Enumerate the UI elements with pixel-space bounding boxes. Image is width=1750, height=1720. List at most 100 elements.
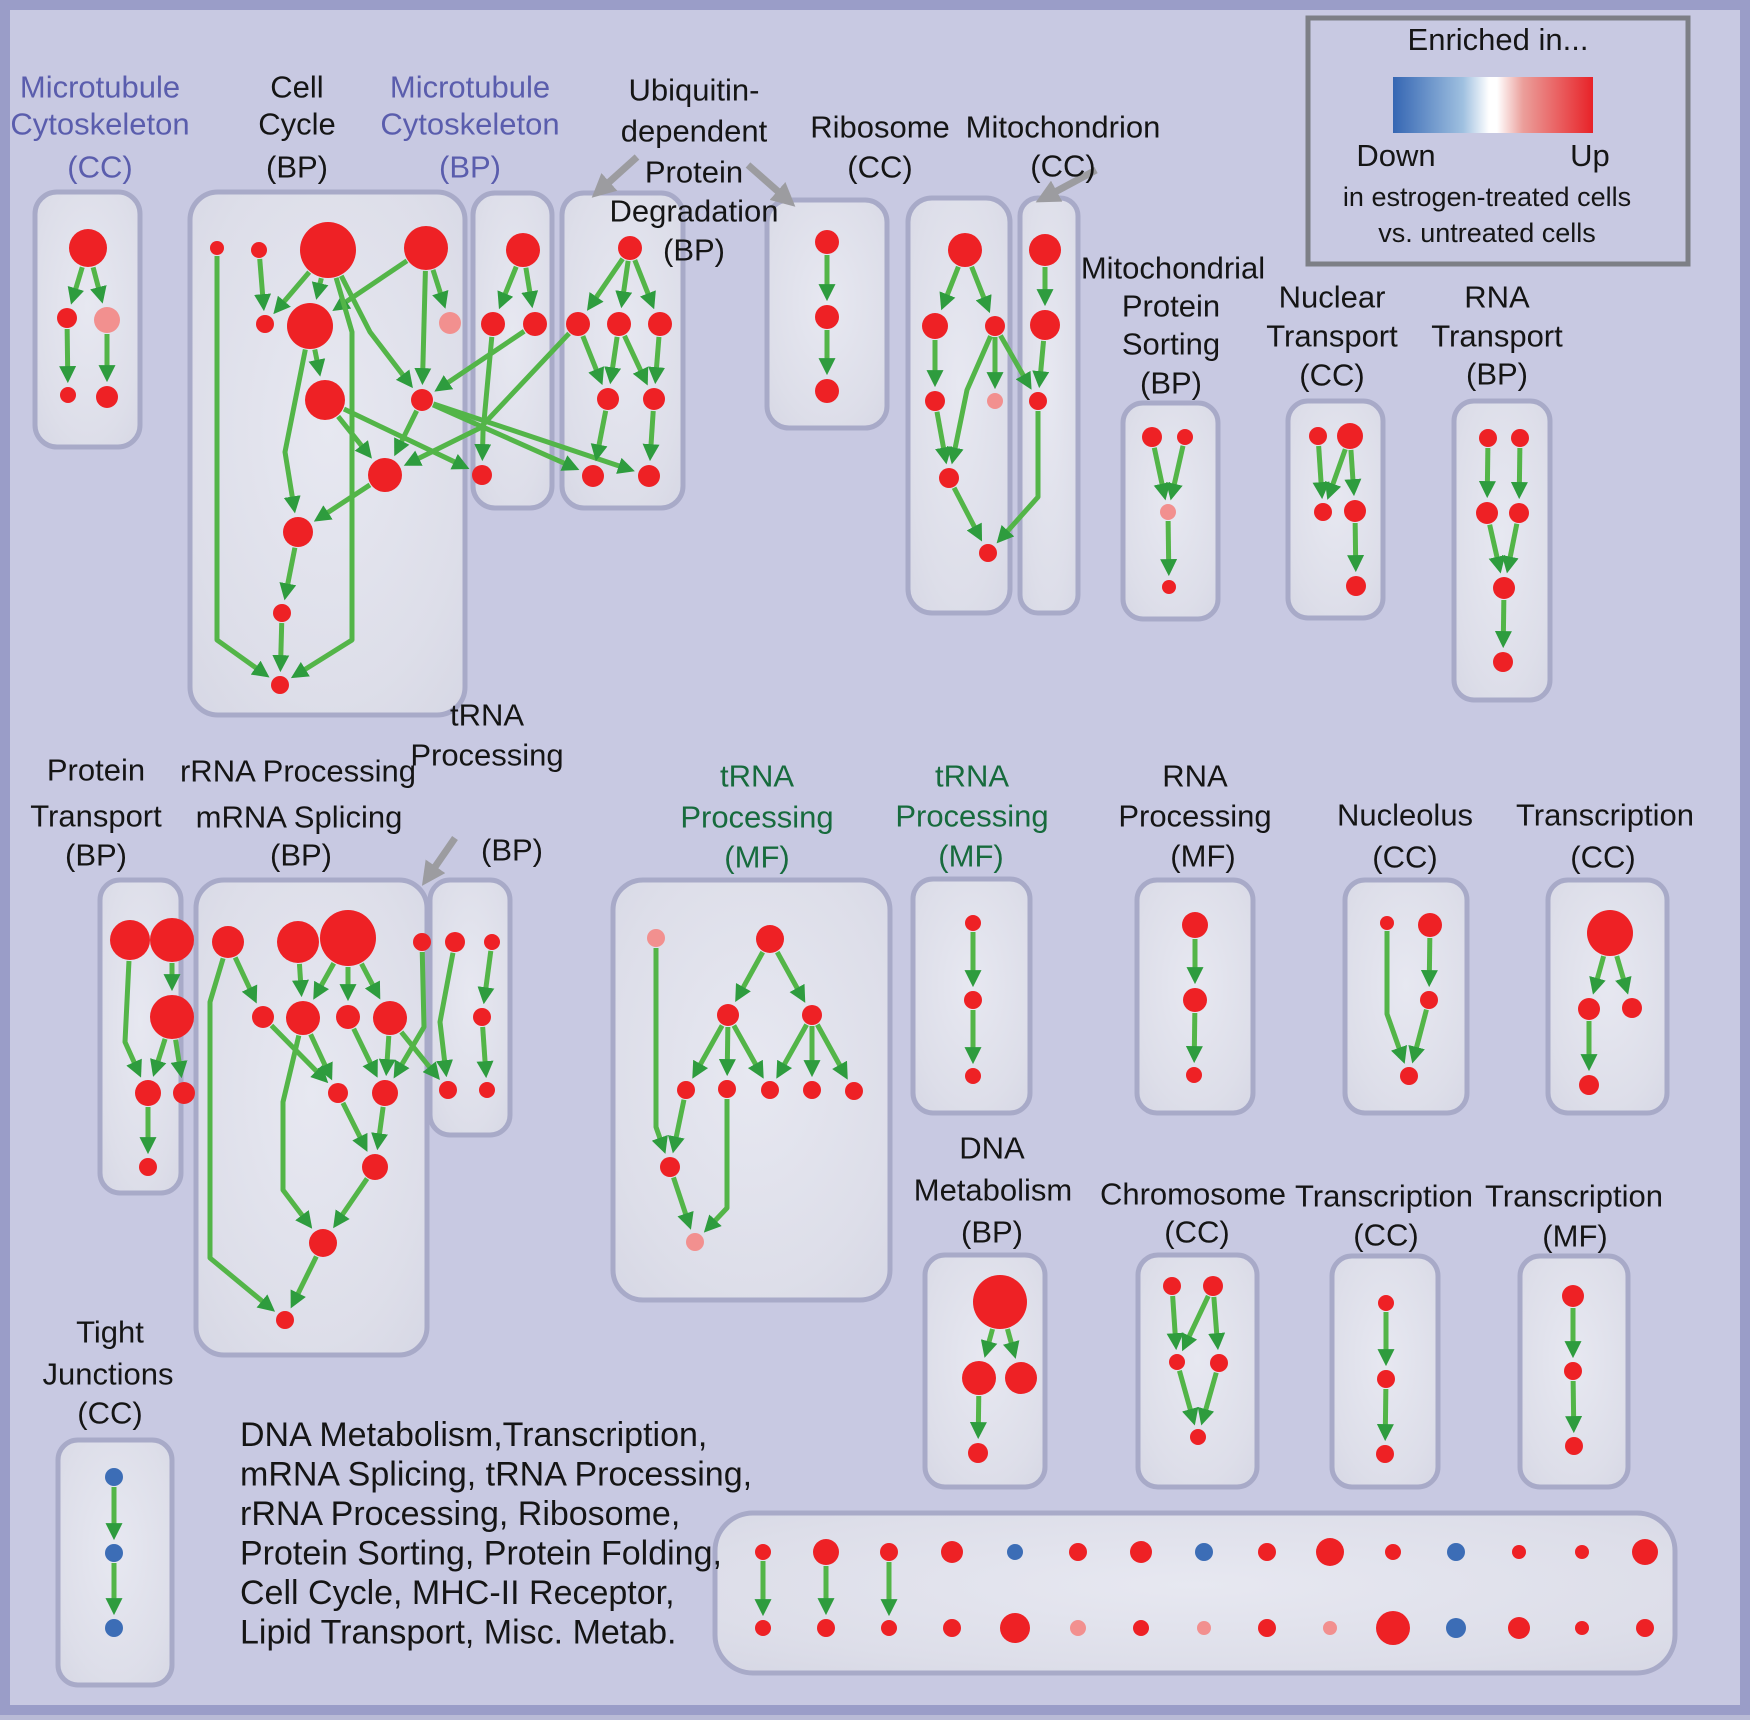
edge-arrow-q8-q10 — [378, 1035, 396, 1077]
edge-arrow-g2-g4 — [59, 328, 77, 384]
go-term-node-c1 — [1163, 1277, 1181, 1295]
edge-arrow-n8-h4 — [342, 406, 470, 470]
edge-arrow-s3-s4 — [1160, 520, 1178, 577]
edge-arrow-b2-b4 — [969, 1395, 987, 1440]
edge-arrow-z2-z3 — [1420, 937, 1438, 988]
go-term-node-s15a — [1632, 1539, 1658, 1565]
go-term-node-r4 — [925, 391, 945, 411]
edge-arrow-u1-u3 — [1478, 447, 1496, 499]
edge-arrow-q5-q9 — [269, 1023, 329, 1084]
edge-arrow-z1-z4 — [1384, 931, 1408, 1064]
go-term-node-d2 — [1377, 1370, 1395, 1388]
go-term-node-z3 — [1420, 991, 1438, 1009]
go-term-node-n1 — [210, 241, 224, 255]
legend-box — [1305, 15, 1691, 267]
category-label: (CC) — [1570, 840, 1635, 875]
category-label: (MF) — [724, 840, 789, 875]
edge-arrow-s1-s3 — [1151, 447, 1171, 501]
edge-arrow-y2-y3 — [1185, 1012, 1203, 1064]
legend-down-label: Down — [1356, 138, 1435, 173]
go-term-node-a1 — [1587, 910, 1633, 956]
go-term-node-q3 — [320, 910, 376, 966]
go-term-node-s12b — [1446, 1618, 1466, 1638]
category-label: (BP) — [1466, 357, 1528, 392]
edge-arrow-w2-w4 — [775, 950, 806, 1003]
go-term-node-s3 — [1160, 504, 1176, 520]
category-box-misc-strip — [712, 1510, 1678, 1676]
edge-arrow-v2-v3 — [477, 950, 495, 1005]
go-term-node-s6b — [1070, 1620, 1086, 1636]
go-term-node-a3 — [1622, 998, 1642, 1018]
edge-arrow-n11-n12 — [279, 547, 298, 601]
go-term-node-s9b — [1258, 1619, 1276, 1637]
go-term-node-x1 — [965, 915, 981, 931]
category-label: (BP) — [1140, 366, 1202, 401]
go-term-node-n3 — [300, 222, 356, 278]
edge-arrow-t4-t5 — [1347, 522, 1365, 573]
misc-categories-text-line: Protein Sorting, Protein Folding, — [240, 1535, 722, 1573]
category-label: (MF) — [938, 839, 1003, 874]
category-label: (BP) — [65, 838, 127, 873]
edge-arrow-w4-w7 — [776, 1023, 809, 1079]
edge-arrow-g1-g3 — [90, 266, 107, 304]
edge-arrow-u3-u5 — [1487, 524, 1506, 574]
edge-arrow-s2-s3 — [1166, 445, 1186, 501]
edge-arrow-n3-n13 — [290, 277, 355, 679]
category-label: Ribosome — [810, 110, 950, 145]
go-term-node-p2 — [150, 918, 194, 962]
edge-arrow-u4-u5 — [1501, 523, 1520, 574]
edge-arrow-r6-r7 — [951, 486, 983, 542]
go-term-node-w8 — [803, 1081, 821, 1099]
category-label: Protein — [645, 155, 743, 190]
category-label: (CC) — [77, 1396, 142, 1431]
category-label: (CC) — [1299, 358, 1364, 393]
category-label: DNA — [959, 1131, 1025, 1166]
category-box-chromosome — [1135, 1252, 1260, 1490]
edge-arrow-z3-z4 — [1408, 1009, 1429, 1064]
go-term-node-h1 — [506, 233, 540, 267]
go-term-node-h2 — [481, 312, 505, 336]
go-term-node-q7 — [336, 1005, 360, 1029]
edge-arrow-i1-i3 — [615, 260, 633, 309]
go-term-node-i7 — [582, 465, 604, 487]
category-box-transcription-cc-top — [1545, 877, 1670, 1116]
edge-arrow-g1-g2 — [67, 266, 85, 305]
legend-subtitle-line2: vs. untreated cells — [1378, 218, 1596, 248]
go-term-node-v3 — [473, 1008, 491, 1026]
go-term-node-e2 — [1564, 1362, 1582, 1380]
edge-arrow-b1-b3 — [1002, 1328, 1020, 1359]
category-label: Nucleolus — [1337, 798, 1473, 833]
go-term-node-i4 — [648, 312, 672, 336]
go-term-node-w9 — [845, 1082, 863, 1100]
go-term-node-b4 — [968, 1443, 988, 1463]
go-term-node-s7a — [1130, 1541, 1152, 1563]
go-term-node-s8a — [1195, 1543, 1213, 1561]
go-term-node-y3 — [1186, 1067, 1202, 1083]
go-term-node-n6 — [287, 303, 333, 349]
go-term-node-d3 — [1376, 1445, 1394, 1463]
edge-arrow-i2-n10 — [403, 331, 571, 466]
category-label: (BP) — [481, 833, 543, 868]
go-term-node-r3 — [985, 316, 1005, 336]
go-term-node-f3 — [105, 1619, 123, 1637]
go-term-node-n4 — [404, 226, 448, 270]
go-term-node-n5 — [256, 315, 274, 333]
edge-arrow-q6-q9 — [308, 1033, 333, 1081]
go-term-node-z4 — [1400, 1067, 1418, 1085]
go-term-node-r2 — [922, 313, 948, 339]
go-term-node-u6 — [1493, 652, 1513, 672]
go-term-node-x3 — [965, 1068, 981, 1084]
edge-arrow-p3-p4 — [150, 1038, 168, 1077]
go-term-node-s2 — [1177, 429, 1193, 445]
category-label: Processing — [410, 738, 563, 773]
go-term-node-t3 — [1314, 503, 1332, 521]
legend-subtitle-line1: in estrogen-treated cells — [1343, 182, 1631, 212]
edge-arrow-p3-p5 — [170, 1039, 188, 1079]
go-term-node-b3 — [1005, 1362, 1037, 1394]
category-label: Degradation — [610, 194, 779, 229]
category-label: Processing — [895, 799, 1048, 834]
go-term-node-m1 — [1029, 234, 1061, 266]
go-term-node-t1 — [1309, 427, 1327, 445]
misc-categories-text-line: DNA Metabolism,Transcription, — [240, 1416, 707, 1454]
edge-arrow-q1-q5 — [232, 956, 258, 1004]
